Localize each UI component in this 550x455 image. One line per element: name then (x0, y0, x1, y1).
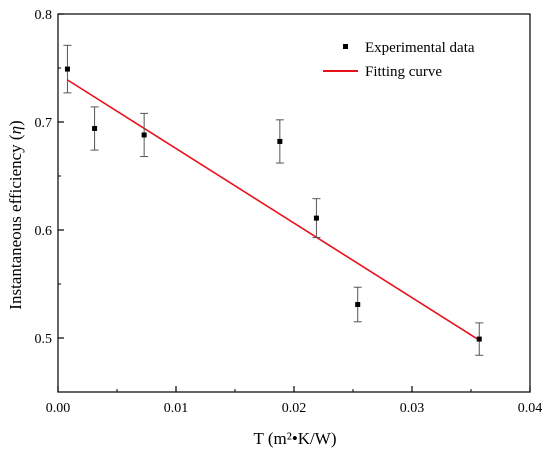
data-point (312, 198, 321, 239)
y-tick-label: 0.5 (35, 332, 53, 347)
data-point (90, 106, 99, 151)
fitting-curve-line (67, 79, 480, 341)
plot-frame (57, 13, 531, 393)
data-point-marker (92, 125, 98, 131)
data-point-marker (313, 215, 319, 221)
y-axis-label-main: Instantaneous efficiency ( (6, 134, 25, 310)
legend-label-experimental: Experimental data (365, 40, 475, 56)
y-axis-label: Instantaneous efficiency (η) (6, 120, 25, 309)
plot-area (63, 44, 484, 356)
legend: Experimental data Fitting curve (323, 40, 475, 80)
legend-label-fitting: Fitting curve (365, 64, 442, 80)
y-tick-label: 0.8 (35, 8, 53, 23)
x-tick-label: 0.01 (164, 401, 189, 416)
data-point (140, 112, 149, 158)
data-point-marker (141, 132, 147, 138)
data-point (353, 286, 362, 323)
data-point-marker (64, 66, 70, 72)
legend-marker-experimental (343, 44, 348, 49)
x-tick-label: 0.04 (518, 401, 543, 416)
x-tick-label: 0.03 (400, 401, 425, 416)
data-point (275, 119, 284, 164)
x-tick-label: 0.02 (282, 401, 307, 416)
y-axis-label-symbol: η (6, 126, 25, 134)
x-axis: 0.00 0.01 0.02 0.03 0.04 (46, 386, 543, 416)
y-axis-label-end: ) (6, 120, 25, 126)
data-point-marker (355, 302, 361, 308)
y-axis: 0.5 0.6 0.7 0.8 (35, 8, 64, 347)
x-axis-label: T (m²•K/W) (254, 429, 337, 448)
y-tick-label: 0.7 (35, 116, 53, 131)
data-point-marker (476, 336, 482, 342)
data-point (63, 44, 72, 94)
x-tick-label: 0.00 (46, 401, 71, 416)
data-point-marker (277, 138, 283, 144)
data-point (475, 322, 484, 356)
y-tick-label: 0.6 (35, 224, 53, 239)
